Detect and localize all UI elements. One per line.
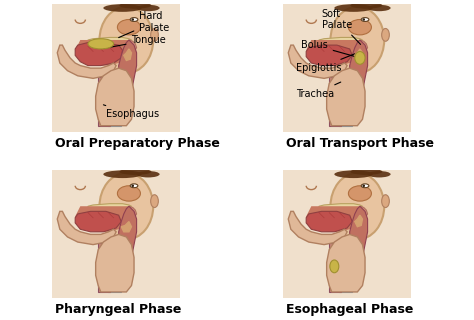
PathPatch shape	[128, 206, 137, 219]
Ellipse shape	[100, 173, 153, 239]
Ellipse shape	[368, 5, 391, 11]
PathPatch shape	[327, 68, 365, 126]
Text: Pharyngeal Phase: Pharyngeal Phase	[55, 303, 181, 316]
Ellipse shape	[137, 171, 160, 178]
Text: Oral Transport Phase: Oral Transport Phase	[286, 137, 434, 150]
FancyBboxPatch shape	[329, 77, 341, 126]
Ellipse shape	[350, 169, 383, 175]
PathPatch shape	[75, 43, 122, 66]
Ellipse shape	[151, 195, 158, 207]
Ellipse shape	[361, 18, 369, 21]
Ellipse shape	[348, 20, 372, 35]
Ellipse shape	[130, 18, 138, 21]
PathPatch shape	[359, 40, 368, 53]
Ellipse shape	[330, 7, 384, 73]
PathPatch shape	[96, 234, 134, 292]
Ellipse shape	[363, 185, 365, 187]
FancyBboxPatch shape	[98, 77, 109, 126]
Ellipse shape	[348, 186, 372, 201]
PathPatch shape	[88, 37, 131, 43]
Ellipse shape	[382, 28, 389, 41]
Ellipse shape	[88, 39, 114, 49]
FancyBboxPatch shape	[339, 75, 352, 126]
FancyBboxPatch shape	[283, 4, 411, 132]
Ellipse shape	[363, 18, 365, 21]
PathPatch shape	[306, 211, 352, 232]
PathPatch shape	[306, 40, 363, 66]
PathPatch shape	[75, 206, 131, 232]
PathPatch shape	[128, 40, 137, 53]
Text: Trachea: Trachea	[296, 82, 341, 99]
Ellipse shape	[103, 4, 142, 12]
PathPatch shape	[57, 45, 116, 78]
Ellipse shape	[103, 171, 142, 178]
PathPatch shape	[359, 206, 368, 219]
Ellipse shape	[361, 184, 369, 188]
FancyBboxPatch shape	[109, 75, 121, 126]
PathPatch shape	[75, 40, 131, 66]
FancyBboxPatch shape	[98, 243, 109, 292]
PathPatch shape	[319, 37, 363, 43]
PathPatch shape	[327, 234, 365, 292]
Text: Oral Preparatory Phase: Oral Preparatory Phase	[55, 137, 219, 150]
Ellipse shape	[382, 195, 389, 207]
Ellipse shape	[118, 186, 140, 201]
FancyBboxPatch shape	[339, 241, 352, 292]
Polygon shape	[121, 221, 131, 232]
Text: Hard
Palate: Hard Palate	[118, 11, 169, 37]
Polygon shape	[355, 215, 363, 227]
Ellipse shape	[131, 185, 134, 187]
Ellipse shape	[100, 7, 153, 73]
Ellipse shape	[119, 169, 151, 175]
Ellipse shape	[330, 173, 384, 239]
PathPatch shape	[350, 206, 368, 285]
Text: Tongue: Tongue	[103, 35, 166, 48]
PathPatch shape	[306, 206, 363, 232]
Polygon shape	[124, 49, 131, 60]
PathPatch shape	[306, 45, 352, 66]
Text: Soft
Palate: Soft Palate	[321, 9, 361, 44]
PathPatch shape	[118, 206, 137, 285]
FancyBboxPatch shape	[52, 4, 180, 132]
FancyBboxPatch shape	[52, 171, 180, 298]
Ellipse shape	[350, 2, 383, 9]
Ellipse shape	[355, 52, 365, 64]
PathPatch shape	[350, 40, 368, 119]
FancyBboxPatch shape	[329, 243, 341, 292]
FancyBboxPatch shape	[109, 241, 121, 292]
Ellipse shape	[130, 184, 138, 188]
PathPatch shape	[319, 204, 363, 209]
Polygon shape	[355, 49, 363, 60]
PathPatch shape	[75, 211, 121, 232]
Text: Bolus: Bolus	[301, 40, 357, 57]
Text: Esophageal Phase: Esophageal Phase	[286, 303, 413, 316]
PathPatch shape	[288, 45, 347, 78]
FancyBboxPatch shape	[283, 171, 411, 298]
PathPatch shape	[288, 211, 347, 244]
PathPatch shape	[88, 204, 131, 209]
Text: Esophagus: Esophagus	[103, 105, 159, 119]
Ellipse shape	[334, 4, 373, 12]
Ellipse shape	[334, 171, 373, 178]
Text: Epiglottis: Epiglottis	[296, 54, 355, 73]
Ellipse shape	[118, 20, 140, 35]
Ellipse shape	[151, 28, 158, 41]
PathPatch shape	[96, 68, 134, 126]
PathPatch shape	[118, 40, 137, 119]
Ellipse shape	[368, 171, 391, 178]
Ellipse shape	[330, 260, 339, 273]
Ellipse shape	[137, 5, 160, 11]
PathPatch shape	[57, 211, 116, 244]
Ellipse shape	[131, 18, 134, 21]
Ellipse shape	[119, 2, 151, 9]
